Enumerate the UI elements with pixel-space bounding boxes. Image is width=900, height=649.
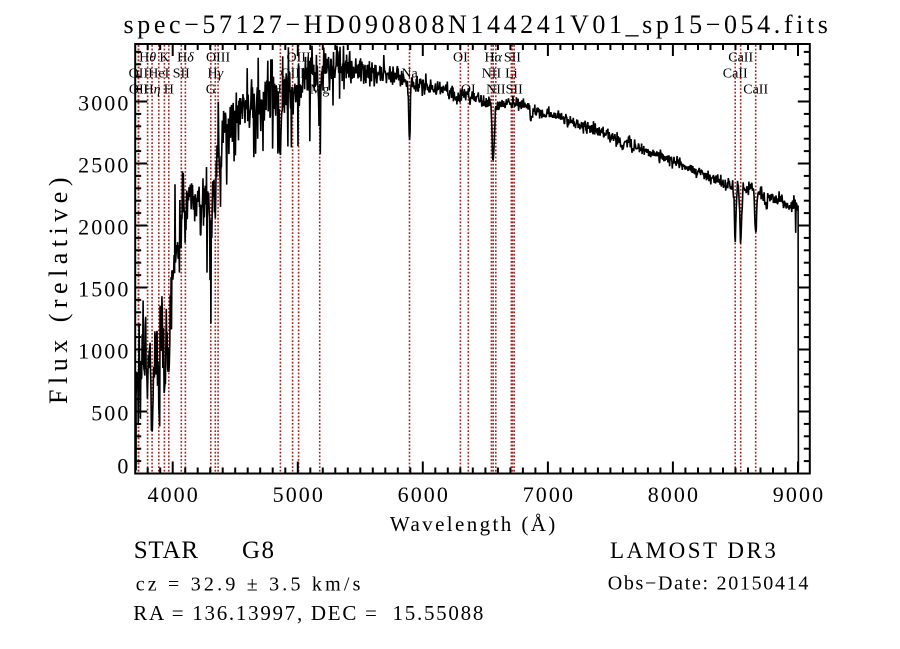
svg-text:8000: 8000 — [648, 482, 700, 507]
svg-text:OI: OI — [461, 83, 476, 98]
svg-text:7000: 7000 — [523, 482, 575, 507]
svg-text:Li: Li — [505, 67, 518, 82]
svg-text:CaII: CaII — [723, 67, 748, 82]
svg-text:Wavelength (Å): Wavelength (Å) — [390, 512, 558, 536]
svg-text:Hβ: Hβ — [272, 83, 289, 98]
svg-text:G: G — [206, 83, 216, 98]
svg-text:Hθ: Hθ — [139, 51, 156, 66]
svg-text:500: 500 — [91, 401, 130, 426]
svg-text:6000: 6000 — [398, 482, 450, 507]
svg-text:NII: NII — [482, 67, 502, 82]
svg-text:9000: 9000 — [773, 482, 825, 507]
svg-text:OI: OI — [453, 51, 468, 66]
svg-text:Hγ: Hγ — [207, 67, 223, 82]
svg-text:2000: 2000 — [78, 215, 130, 240]
svg-text:Hδ: Hδ — [177, 51, 194, 66]
svg-text:G8: G8 — [242, 537, 276, 564]
svg-text:CaII: CaII — [728, 51, 753, 66]
svg-text:Na: Na — [401, 67, 418, 82]
svg-text:H: H — [164, 83, 174, 98]
svg-text:spec−57127−HD090808N144241V01_: spec−57127−HD090808N144241V01_sp15−054.f… — [124, 10, 832, 39]
svg-text:Flux (relative): Flux (relative) — [44, 172, 73, 404]
svg-text:Mg: Mg — [310, 83, 329, 98]
svg-text:OII: OII — [129, 83, 149, 98]
svg-text:OIII: OIII — [206, 51, 230, 66]
svg-text:4000: 4000 — [147, 482, 199, 507]
svg-text:RA = 136.13997, DEC = 15.5508: RA = 136.13997, DEC = 15.55088 — [133, 601, 485, 625]
svg-text:3000: 3000 — [78, 91, 130, 116]
svg-text:HeI: HeI — [148, 67, 169, 82]
svg-text:SII: SII — [506, 83, 523, 98]
svg-text:NII: NII — [486, 83, 506, 98]
svg-text:2500: 2500 — [78, 153, 130, 178]
svg-text:1500: 1500 — [78, 277, 130, 302]
svg-text:CaII: CaII — [743, 83, 768, 98]
svg-text:OII: OII — [129, 67, 149, 82]
svg-text:Obs−Date: 20150414: Obs−Date: 20150414 — [608, 572, 810, 594]
svg-text:cz = 32.9 ± 3.5 km/s: cz = 32.9 ± 3.5 km/s — [136, 573, 364, 595]
svg-text:5000: 5000 — [273, 482, 325, 507]
svg-text:OIII: OIII — [281, 67, 305, 82]
svg-text:OIII: OIII — [287, 51, 311, 66]
svg-text:K: K — [159, 51, 169, 66]
svg-text:0: 0 — [117, 454, 130, 479]
svg-text:SII: SII — [173, 67, 190, 82]
svg-text:LAMOST DR3: LAMOST DR3 — [610, 538, 778, 563]
svg-text:STAR: STAR — [134, 537, 199, 564]
svg-text:1000: 1000 — [78, 339, 130, 364]
svg-text:Hα: Hα — [484, 51, 502, 66]
svg-text:Hη: Hη — [144, 83, 161, 98]
svg-text:SII: SII — [504, 51, 521, 66]
